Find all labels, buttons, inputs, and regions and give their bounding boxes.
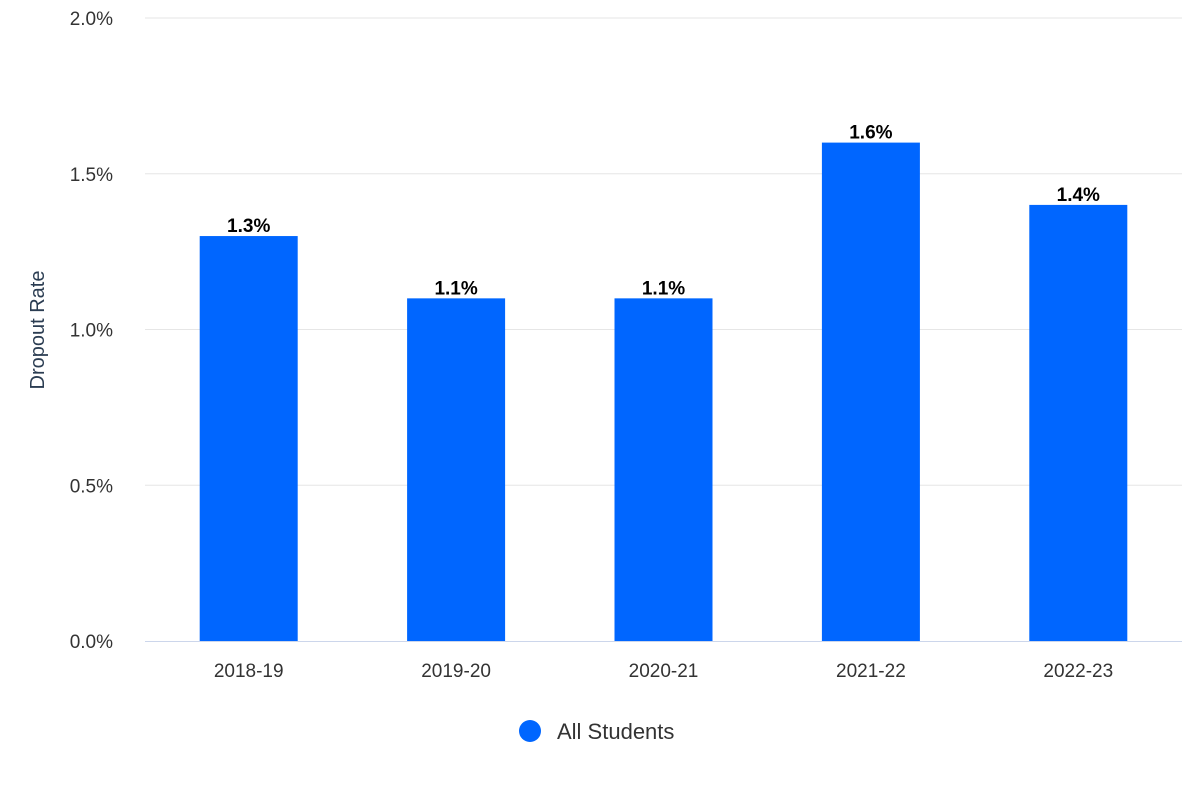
y-axis-title: Dropout Rate: [27, 271, 49, 390]
legend[interactable]: All Students: [519, 719, 674, 744]
x-tick-label: 2020-21: [629, 661, 699, 682]
data-label-2022-23: 1.4%: [1057, 185, 1100, 206]
y-tick-label: 1.5%: [70, 165, 113, 186]
bars: [199, 142, 1128, 642]
data-labels: 1.3% 1.1% 1.1% 1.6% 1.4%: [227, 123, 1100, 300]
bar-2022-23[interactable]: [1029, 204, 1128, 641]
x-axis-ticks: 2018-19 2019-20 2020-21 2021-22 2022-23: [214, 661, 1113, 682]
data-label-2019-20: 1.1%: [434, 278, 477, 299]
x-tick-label: 2019-20: [421, 661, 491, 682]
data-label-2021-22: 1.6%: [849, 123, 892, 144]
y-tick-label: 0.0%: [70, 632, 113, 653]
x-tick-label: 2022-23: [1043, 661, 1113, 682]
x-tick-label: 2021-22: [836, 661, 906, 682]
x-tick-label: 2018-19: [214, 661, 284, 682]
bar-2018-19[interactable]: [199, 236, 298, 642]
legend-label-all-students[interactable]: All Students: [557, 719, 674, 744]
y-tick-label: 0.5%: [70, 476, 113, 497]
bar-2021-22[interactable]: [821, 142, 920, 641]
data-label-2020-21: 1.1%: [642, 278, 685, 299]
bar-2019-20[interactable]: [407, 298, 506, 641]
data-label-2018-19: 1.3%: [227, 216, 270, 237]
bar-2020-21[interactable]: [614, 298, 713, 641]
y-tick-label: 1.0%: [70, 321, 113, 342]
legend-marker-all-students[interactable]: [519, 720, 541, 742]
y-tick-label: 2.0%: [70, 9, 113, 30]
y-axis-ticks: 0.0% 0.5% 1.0% 1.5% 2.0%: [70, 9, 113, 653]
